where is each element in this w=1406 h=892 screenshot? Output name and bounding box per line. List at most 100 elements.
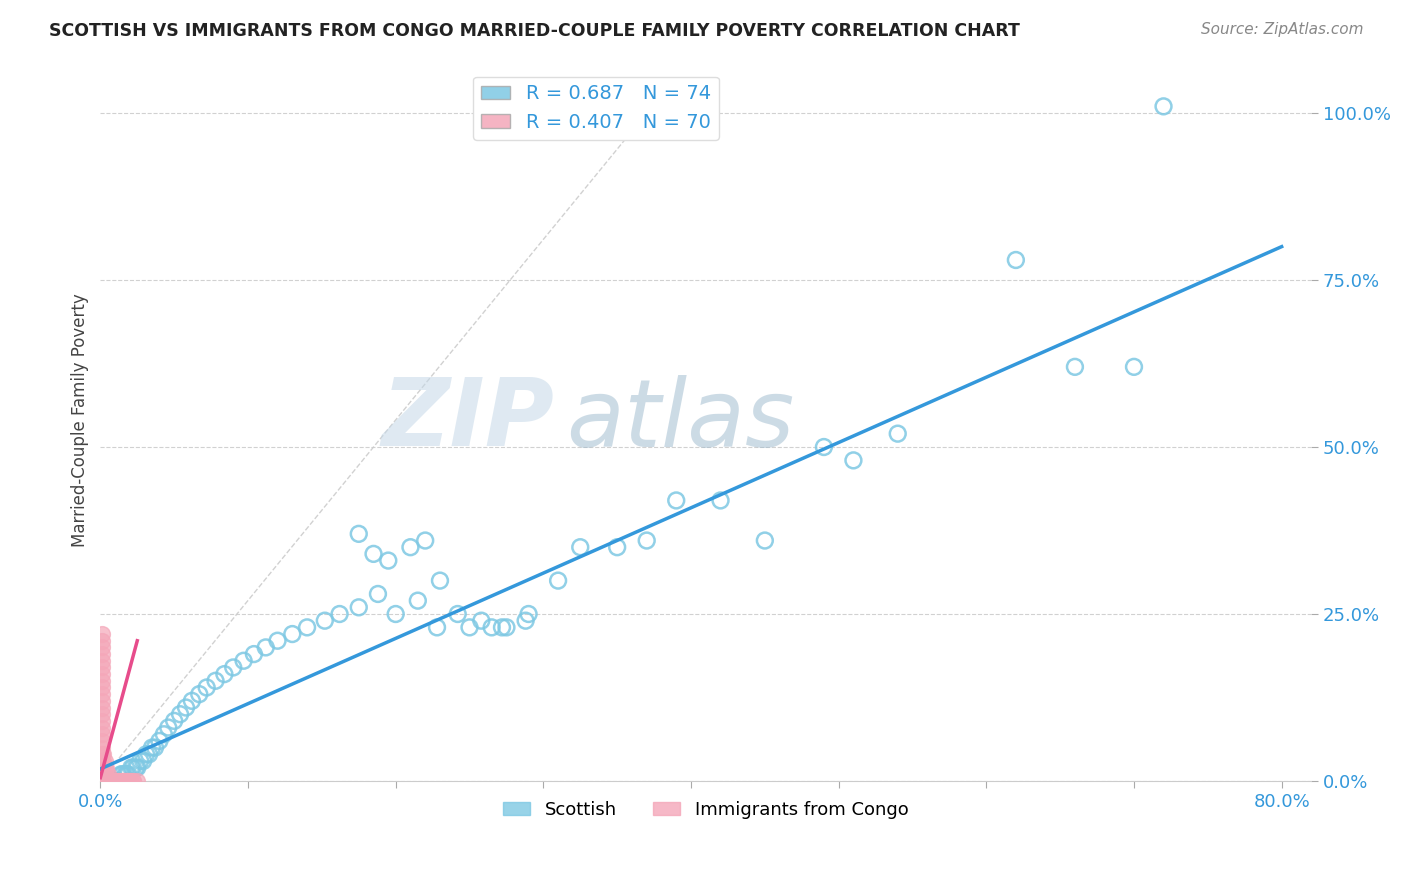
Point xyxy=(90,660,112,674)
Point xyxy=(104,774,127,789)
Point xyxy=(163,714,186,728)
Point xyxy=(232,654,254,668)
Point xyxy=(314,614,336,628)
Point xyxy=(495,620,517,634)
Point xyxy=(90,761,112,775)
Point xyxy=(90,627,112,641)
Point xyxy=(115,767,138,781)
Point xyxy=(90,767,112,781)
Point xyxy=(90,740,112,755)
Point xyxy=(112,774,135,789)
Point xyxy=(363,547,385,561)
Point xyxy=(118,774,141,789)
Point xyxy=(91,761,114,775)
Point xyxy=(1123,359,1146,374)
Point xyxy=(90,767,112,781)
Point xyxy=(174,700,197,714)
Point xyxy=(90,761,112,775)
Point xyxy=(90,687,112,701)
Point xyxy=(157,721,180,735)
Point xyxy=(143,740,166,755)
Point xyxy=(547,574,569,588)
Point xyxy=(100,774,122,789)
Point xyxy=(281,627,304,641)
Point xyxy=(101,774,124,789)
Point xyxy=(367,587,389,601)
Point xyxy=(111,774,134,789)
Point xyxy=(107,774,129,789)
Point xyxy=(105,774,128,789)
Point xyxy=(117,767,139,781)
Point xyxy=(107,774,129,789)
Point xyxy=(125,761,148,775)
Point xyxy=(117,774,139,789)
Point xyxy=(94,774,117,789)
Point xyxy=(132,754,155,768)
Point xyxy=(97,774,120,789)
Point xyxy=(813,440,835,454)
Point xyxy=(515,614,537,628)
Point xyxy=(429,574,451,588)
Point xyxy=(115,774,138,789)
Point xyxy=(98,774,121,789)
Point xyxy=(188,687,211,701)
Point xyxy=(384,607,406,621)
Point xyxy=(91,754,114,768)
Text: SCOTTISH VS IMMIGRANTS FROM CONGO MARRIED-COUPLE FAMILY POVERTY CORRELATION CHAR: SCOTTISH VS IMMIGRANTS FROM CONGO MARRIE… xyxy=(49,22,1021,40)
Point xyxy=(665,493,688,508)
Point xyxy=(91,747,114,762)
Point xyxy=(754,533,776,548)
Point xyxy=(470,614,492,628)
Point xyxy=(97,774,120,789)
Point xyxy=(91,774,114,789)
Point xyxy=(97,774,120,789)
Point xyxy=(458,620,481,634)
Point xyxy=(94,761,117,775)
Point xyxy=(329,607,352,621)
Y-axis label: Married-Couple Family Poverty: Married-Couple Family Poverty xyxy=(72,293,89,547)
Point xyxy=(121,774,143,789)
Point xyxy=(90,667,112,681)
Point xyxy=(709,493,731,508)
Point xyxy=(243,647,266,661)
Point xyxy=(107,774,129,789)
Point xyxy=(90,747,112,762)
Point xyxy=(377,553,399,567)
Point xyxy=(105,774,128,789)
Point xyxy=(120,761,142,775)
Text: Source: ZipAtlas.com: Source: ZipAtlas.com xyxy=(1201,22,1364,37)
Point xyxy=(114,767,136,781)
Point xyxy=(94,767,117,781)
Point xyxy=(413,533,436,548)
Point xyxy=(103,774,125,789)
Point xyxy=(148,734,170,748)
Point xyxy=(94,774,117,789)
Point xyxy=(406,593,429,607)
Point xyxy=(98,774,121,789)
Point xyxy=(399,540,422,554)
Point xyxy=(138,747,160,762)
Point xyxy=(90,774,112,789)
Point xyxy=(96,761,118,775)
Legend: Scottish, Immigrants from Congo: Scottish, Immigrants from Congo xyxy=(496,794,915,826)
Point xyxy=(195,681,218,695)
Text: atlas: atlas xyxy=(567,375,794,466)
Point xyxy=(266,633,288,648)
Point xyxy=(636,533,658,548)
Point xyxy=(90,633,112,648)
Point xyxy=(111,774,134,789)
Point xyxy=(135,747,157,762)
Point xyxy=(127,774,149,789)
Point xyxy=(114,774,136,789)
Point xyxy=(90,774,112,789)
Point xyxy=(90,681,112,695)
Point xyxy=(118,774,141,789)
Point xyxy=(121,774,143,789)
Text: ZIP: ZIP xyxy=(381,375,554,467)
Point xyxy=(447,607,470,621)
Point xyxy=(90,707,112,722)
Point xyxy=(1005,252,1028,267)
Point xyxy=(104,774,127,789)
Point xyxy=(94,754,117,768)
Point xyxy=(347,526,370,541)
